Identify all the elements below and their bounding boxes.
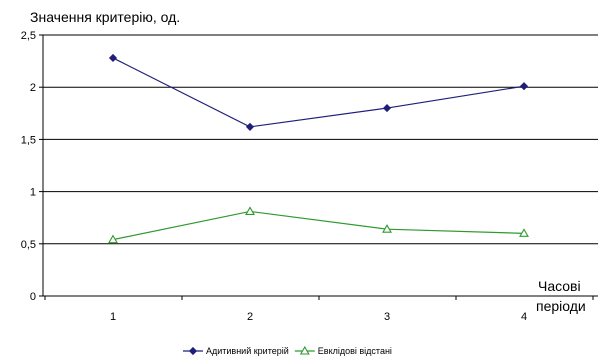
series-line-additive-criterion: [112, 57, 525, 128]
gridlines: [43, 34, 598, 245]
x-tick-label: 2: [247, 311, 253, 323]
data-point-euclidean-distances: [519, 228, 529, 237]
legend-item-additive-criterion: Адитивний критерій: [183, 346, 289, 356]
y-tick-label: 2: [30, 82, 36, 94]
series-additive-criterion: [108, 53, 529, 131]
legend-label: Евклідові відстані: [318, 346, 392, 356]
series-euclidean-distances: [108, 206, 529, 244]
x-tick-label: 1: [110, 311, 116, 323]
data-point-euclidean-distances: [382, 224, 392, 233]
x-tick-label: 4: [521, 311, 527, 323]
y-axis-label: Значення критерію, од.: [30, 9, 180, 25]
data-point-euclidean-distances: [245, 206, 255, 215]
legend: Адитивний критерій Евклідові відстані: [183, 345, 392, 356]
data-point-additive-criterion: [519, 82, 529, 91]
data-point-additive-criterion: [245, 122, 255, 131]
legend-label: Адитивний критерій: [206, 346, 289, 356]
y-tick-label: 2,5: [21, 30, 36, 42]
y-tick-label: 1,5: [21, 134, 36, 146]
legend-marker-additive-criterion: [188, 346, 198, 356]
series-line-euclidean-distances: [112, 210, 525, 241]
y-tick-label: 0,5: [21, 239, 36, 251]
legend-item-euclidean-distances: Евклідові відстані: [294, 345, 392, 356]
x-axis-label-line-2: періоди: [536, 298, 586, 314]
series-group: [108, 53, 529, 244]
x-tick-label: 3: [384, 311, 390, 323]
legend-marker-euclidean-distances: [299, 345, 310, 355]
data-point-euclidean-distances: [108, 234, 118, 244]
x-tick-labels: 1 2 3 4: [110, 311, 527, 323]
y-tick-label: 1: [30, 187, 36, 199]
y-tick-labels: 0 0,5 1 1,5 2 2,5: [21, 30, 36, 303]
y-tick-label: 0: [30, 291, 36, 303]
x-axis-label-line-1: Часові: [538, 278, 581, 294]
x-axis-label: Часові періоди: [536, 278, 586, 314]
data-point-additive-criterion: [382, 104, 392, 113]
axes: [39, 34, 598, 300]
data-point-additive-criterion: [108, 53, 118, 63]
